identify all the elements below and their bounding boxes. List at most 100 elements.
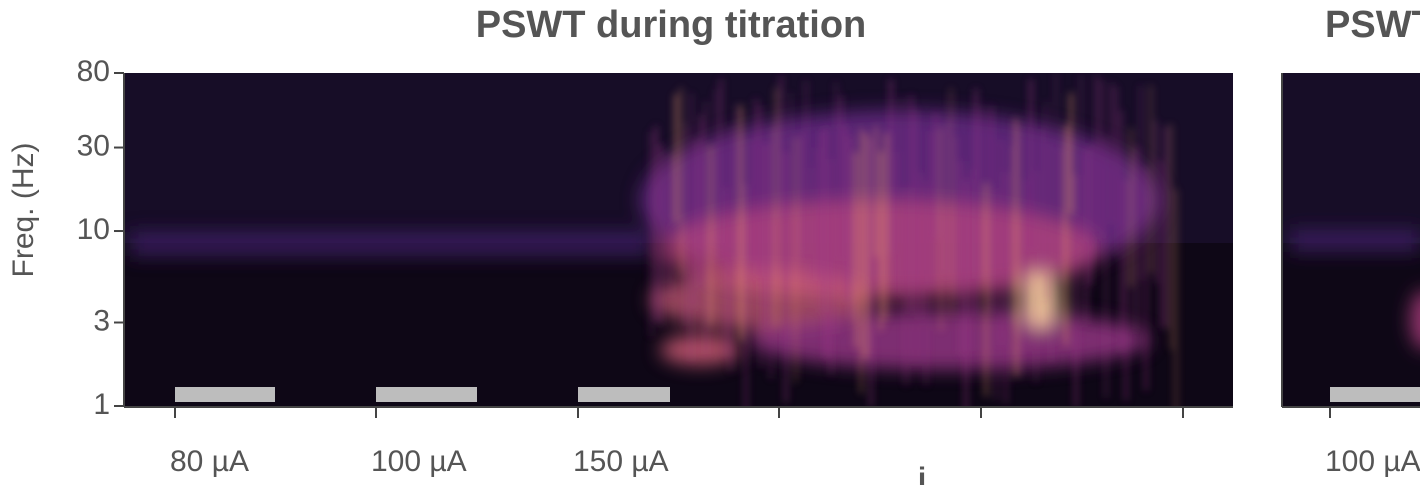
streak [690, 93, 692, 362]
streak [1165, 126, 1167, 329]
streak [770, 127, 772, 379]
streak [1000, 139, 1002, 345]
streak [955, 137, 957, 300]
streak [655, 126, 657, 323]
streak [810, 167, 812, 309]
streak [965, 179, 967, 406]
streak [1085, 148, 1087, 325]
streak [925, 180, 927, 386]
streak [1025, 179, 1027, 352]
streak [880, 151, 882, 330]
streak [700, 115, 702, 288]
streak [755, 98, 757, 278]
streak [960, 160, 962, 355]
streak [805, 80, 807, 255]
spectrogram-image [1282, 73, 1420, 406]
streak [785, 152, 787, 403]
streak [685, 123, 687, 326]
streak [1115, 86, 1117, 256]
streak [1155, 120, 1157, 284]
streak [825, 127, 827, 358]
streak [1015, 118, 1017, 377]
streak [1095, 74, 1097, 232]
streak [1140, 85, 1142, 281]
streak [1005, 172, 1007, 404]
chart-title: PSWT [1325, 4, 1420, 46]
streak [1125, 179, 1127, 401]
streak [800, 132, 802, 261]
streak [815, 147, 817, 281]
streak [740, 105, 742, 341]
streak [970, 169, 972, 352]
streak [885, 133, 887, 320]
streak [940, 127, 942, 331]
y-tick-label: 3 [93, 304, 110, 337]
stimulation-bar [175, 387, 275, 402]
panel-label: i [918, 462, 926, 485]
streak [670, 153, 672, 298]
streak [790, 93, 792, 219]
stimulation-bar [578, 387, 670, 402]
streak [1170, 124, 1172, 350]
streak [1135, 146, 1137, 332]
chart-title: PSWT during titration [476, 4, 867, 46]
streak [870, 138, 872, 406]
streak [1055, 73, 1057, 267]
streak [975, 89, 977, 318]
streak [680, 87, 682, 275]
streak [765, 143, 767, 330]
streak [1070, 93, 1072, 214]
streak [730, 125, 732, 372]
streak [660, 143, 662, 326]
streak [710, 145, 712, 326]
streak [995, 188, 997, 400]
streak [990, 106, 992, 314]
streak [650, 131, 652, 336]
streak [720, 78, 722, 261]
stimulation-bar [376, 387, 477, 402]
streak [1040, 128, 1042, 273]
streak [715, 89, 717, 243]
streak [725, 187, 727, 357]
streak [675, 94, 677, 222]
stimulation-label: 150 µA [573, 445, 669, 478]
streak [1150, 85, 1152, 274]
streak [855, 152, 857, 348]
streak [1010, 146, 1012, 324]
streak [930, 131, 932, 289]
streak [1175, 188, 1177, 406]
streak [895, 152, 897, 296]
streak [910, 95, 912, 314]
streak [850, 136, 852, 320]
stimulation-label: 100 µA [371, 445, 467, 478]
streak [1100, 79, 1102, 239]
streak [945, 121, 947, 276]
spectrogram-image [124, 73, 1233, 406]
streak [1105, 136, 1107, 398]
stimulation-bar [1330, 387, 1420, 402]
streak [900, 97, 902, 297]
y-axis-label: Freq. (Hz) [7, 143, 40, 278]
streak [1050, 143, 1052, 363]
streak [775, 88, 777, 327]
x-ticks [174, 407, 1331, 418]
streak [1020, 126, 1022, 377]
streak [1145, 166, 1147, 391]
y-tick-label: 1 [93, 388, 110, 421]
streak [1110, 82, 1112, 225]
streak [835, 82, 837, 335]
streak [830, 159, 832, 375]
streak [1065, 124, 1067, 346]
streak [795, 137, 797, 383]
y-tick-label: 80 [77, 55, 110, 88]
streak [1060, 147, 1062, 283]
streak [875, 125, 877, 258]
streak [840, 95, 842, 261]
streak [865, 132, 867, 359]
streak [750, 139, 752, 264]
streak [920, 172, 922, 320]
streak [980, 106, 982, 280]
streak [1075, 174, 1077, 406]
streak [1120, 110, 1122, 354]
